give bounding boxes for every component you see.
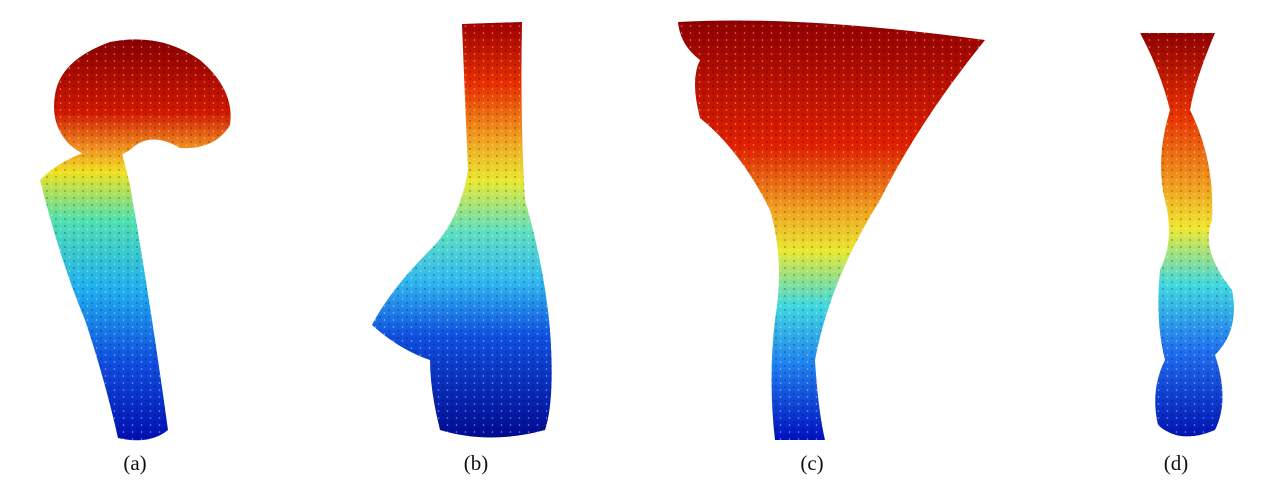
subfigure-label: (a) bbox=[123, 451, 146, 475]
subfigure-label: (d) bbox=[1164, 451, 1189, 475]
subfigure-label: (b) bbox=[464, 451, 489, 475]
point-cloud-a bbox=[40, 39, 231, 441]
point-cloud-c bbox=[678, 20, 985, 440]
point-cloud-d bbox=[1140, 33, 1234, 437]
subfigure-label: (c) bbox=[800, 451, 823, 475]
point-cloud-b bbox=[372, 22, 552, 438]
